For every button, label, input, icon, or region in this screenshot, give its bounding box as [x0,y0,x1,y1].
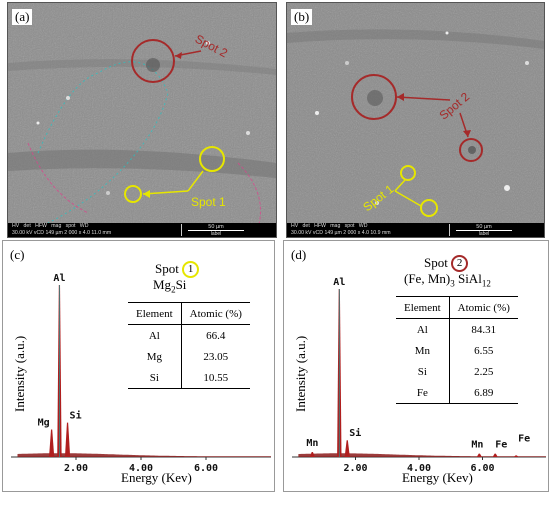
scale-bar-b: 50 µm label [449,224,518,237]
spectrum-background [17,453,271,457]
x-tick-label: 2.00 [64,463,88,474]
x-tick-label: 4.00 [407,463,431,474]
scale-bar-a: 50 µm label [181,224,250,237]
peak-label-si: Si [349,427,361,439]
peak-label-fe: Fe [495,440,507,451]
spot1-badge: 1 [182,261,200,278]
infobar-values-b: 30.00 kV vCD 149 µm 2 000 x 4.0 10.9 mm [291,230,391,236]
eds-spectrum-c: 2.00 4.00 6.00 Al Si Mg (c) Intensity (a.u.) … [2,240,275,492]
y-axis-label-c: Intensity (a.u.) [12,335,27,412]
composition-table-c: Element Atomic (%) Al 66.4 Mg 23.05 Si 10.5… [128,302,250,389]
sem-texture-b [287,3,544,237]
spot2-badge: 2 [451,255,469,272]
table-row: Mn 6.55 [396,340,518,361]
spot1-marker-a-2 [124,185,142,203]
peak-label-si: Si [70,410,82,422]
infobar-headers-a: HV det HFW mag spot WD [12,223,89,229]
spectrum-peak-mg [49,429,55,457]
table-row: Al 84.31 [396,318,518,340]
spot1-marker-b-2 [420,199,438,217]
spot2-marker-b-2 [459,138,483,162]
table-row: Si 10.55 [128,367,250,389]
x-tick-label: 2.00 [343,463,367,474]
table-header: Element Atomic (%) [396,296,518,319]
table-row: Al 66.4 [128,324,250,346]
peak-label-al: Al [53,273,65,284]
phase-name-c: Mg2Si [153,277,187,295]
sem-infobar-b: HV det HFW mag spot WD 30.00 kV vCD 149 … [287,223,544,237]
panel-label-d: (d) [288,247,310,263]
x-axis-label-c: Energy (Kev) [121,470,192,485]
sem-image-a: (a) Spot 2 Spot 1 HV det HFW mag spot WD… [7,2,277,238]
spot1-label-a: Spot 1 [191,195,226,209]
panel-label-c: (c) [7,247,28,263]
panel-label-b: (b) [291,9,313,25]
spot-heading-c: Spot 1 [155,261,200,278]
infobar-headers-b: HV det HFW mag spot WD [291,223,368,229]
x-tick-label: 4.00 [129,463,153,474]
x-tick-label: 6.00 [194,463,218,474]
spectrum-peak-si [64,422,71,457]
x-axis-label-d: Energy (Kev) [402,470,473,485]
peak-label-al: Al [333,277,345,288]
spot1-marker-b-1 [400,165,416,181]
eds-spectrum-d: 2.00 4.00 6.00 Al Si Mn Mn Fe Fe (d) Intensity (… [283,240,549,492]
x-tick-label: 6.00 [470,463,494,474]
spot1-marker-a-1 [199,146,225,172]
spot-heading-d: Spot 2 [424,255,469,272]
eds-plot-c: 2.00 4.00 6.00 Al Si Mg [11,273,271,474]
peak-label-mg: Mg [38,417,50,428]
spectrum-peak-mn [309,451,315,457]
peak-label-fe: Fe [518,433,530,444]
spectrum-peak-mn [476,453,482,457]
table-row: Si 2.25 [396,361,518,382]
phase-name-d: (Fe, Mn)3 SiAl12 [404,271,491,289]
spectrum-background [298,453,546,457]
spot2-marker-a [131,39,175,83]
infobar-values-a: 30.00 kV vCD 149 µm 2 000 x 4.0 11.0 mm [12,230,112,236]
spot2-marker-b-1 [351,74,397,120]
peak-label-mn: Mn [306,438,318,449]
spectrum-peak-si [344,440,350,457]
panel-label-a: (a) [12,9,33,25]
peak-label-mn: Mn [471,440,483,451]
composition-table-d: Element Atomic (%) Al 84.31 Mn 6.55 Si 2.25… [396,296,518,404]
table-header: Element Atomic (%) [128,302,250,325]
sem-texture-a [8,3,276,237]
spectrum-peak-fe [492,453,498,457]
table-row: Fe 6.89 [396,382,518,404]
eds-plot-d: 2.00 4.00 6.00 Al Si Mn Mn Fe Fe [292,277,546,474]
table-row: Mg 23.05 [128,346,250,367]
y-axis-label-d: Intensity (a.u.) [293,335,308,412]
spectrum-peak-fe [513,455,519,457]
sem-image-b: (b) Spot 2 Spot 1 HV det HFW mag spot WD… [286,2,545,238]
sem-infobar-a: HV det HFW mag spot WD 30.00 kV vCD 149 … [8,223,276,237]
